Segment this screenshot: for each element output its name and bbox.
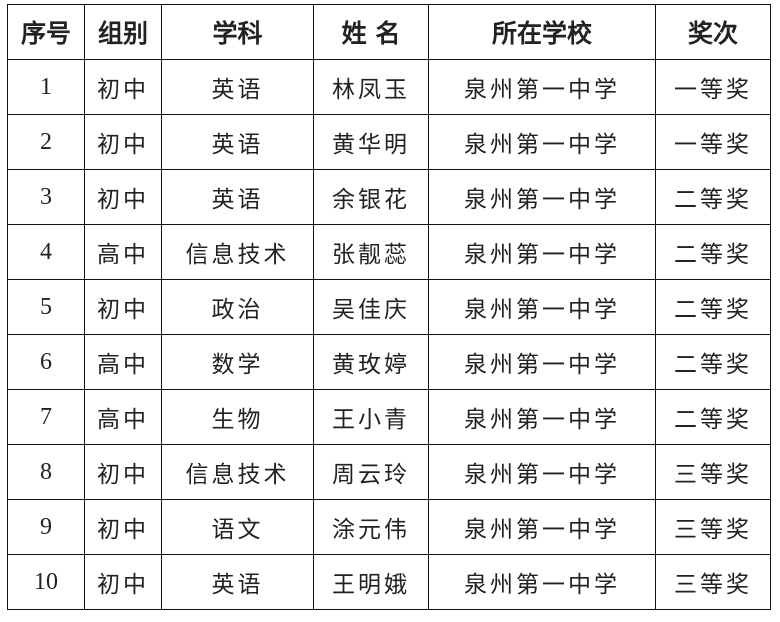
table-row: 4 高中 信息技术 张靓蕊 泉州第一中学 二等奖 xyxy=(7,224,771,280)
header-school: 所在学校 xyxy=(428,4,656,60)
cell-award: 三等奖 xyxy=(655,499,771,555)
cell-name: 王小青 xyxy=(313,389,429,445)
award-table: 序号 组别 学科 姓 名 所在学校 奖次 1 初中 英语 林凤玉 泉州第一中学 一等奖 2 初… xyxy=(7,4,771,610)
cell-subject: 生物 xyxy=(161,389,314,445)
table-row: 9 初中 语文 涂元伟 泉州第一中学 三等奖 xyxy=(7,499,771,555)
cell-group: 初中 xyxy=(84,554,162,610)
cell-group: 初中 xyxy=(84,114,162,170)
cell-school: 泉州第一中学 xyxy=(428,444,656,500)
cell-name: 王明娥 xyxy=(313,554,429,610)
cell-subject: 语文 xyxy=(161,499,314,555)
cell-award: 三等奖 xyxy=(655,554,771,610)
cell-index: 1 xyxy=(7,59,85,115)
cell-school: 泉州第一中学 xyxy=(428,169,656,225)
cell-subject: 英语 xyxy=(161,554,314,610)
cell-name: 林凤玉 xyxy=(313,59,429,115)
cell-school: 泉州第一中学 xyxy=(428,389,656,445)
table-row: 8 初中 信息技术 周云玲 泉州第一中学 三等奖 xyxy=(7,444,771,500)
cell-award: 二等奖 xyxy=(655,224,771,280)
table-row: 2 初中 英语 黄华明 泉州第一中学 一等奖 xyxy=(7,114,771,170)
cell-index: 5 xyxy=(7,279,85,335)
cell-index: 4 xyxy=(7,224,85,280)
table-row: 1 初中 英语 林凤玉 泉州第一中学 一等奖 xyxy=(7,59,771,115)
cell-award: 二等奖 xyxy=(655,279,771,335)
cell-group: 初中 xyxy=(84,59,162,115)
cell-school: 泉州第一中学 xyxy=(428,334,656,390)
cell-subject: 数学 xyxy=(161,334,314,390)
cell-award: 三等奖 xyxy=(655,444,771,500)
cell-award: 二等奖 xyxy=(655,169,771,225)
cell-group: 初中 xyxy=(84,279,162,335)
cell-subject: 信息技术 xyxy=(161,444,314,500)
cell-group: 初中 xyxy=(84,169,162,225)
cell-name: 张靓蕊 xyxy=(313,224,429,280)
cell-name: 黄玫婷 xyxy=(313,334,429,390)
cell-school: 泉州第一中学 xyxy=(428,59,656,115)
cell-index: 3 xyxy=(7,169,85,225)
cell-group: 高中 xyxy=(84,389,162,445)
header-subject: 学科 xyxy=(161,4,314,60)
cell-school: 泉州第一中学 xyxy=(428,224,656,280)
header-name: 姓 名 xyxy=(313,4,429,60)
header-group: 组别 xyxy=(84,4,162,60)
cell-school: 泉州第一中学 xyxy=(428,554,656,610)
cell-school: 泉州第一中学 xyxy=(428,114,656,170)
header-row: 序号 组别 学科 姓 名 所在学校 奖次 xyxy=(7,4,771,60)
cell-subject: 信息技术 xyxy=(161,224,314,280)
cell-subject: 英语 xyxy=(161,169,314,225)
cell-school: 泉州第一中学 xyxy=(428,499,656,555)
cell-group: 初中 xyxy=(84,444,162,500)
table-row: 7 高中 生物 王小青 泉州第一中学 二等奖 xyxy=(7,389,771,445)
cell-group: 初中 xyxy=(84,499,162,555)
cell-index: 6 xyxy=(7,334,85,390)
cell-award: 二等奖 xyxy=(655,334,771,390)
table-row: 5 初中 政治 吴佳庆 泉州第一中学 二等奖 xyxy=(7,279,771,335)
cell-name: 黄华明 xyxy=(313,114,429,170)
cell-name: 余银花 xyxy=(313,169,429,225)
cell-subject: 政治 xyxy=(161,279,314,335)
cell-index: 9 xyxy=(7,499,85,555)
cell-award: 一等奖 xyxy=(655,114,771,170)
table-row: 3 初中 英语 余银花 泉州第一中学 二等奖 xyxy=(7,169,771,225)
cell-subject: 英语 xyxy=(161,114,314,170)
cell-group: 高中 xyxy=(84,334,162,390)
cell-name: 涂元伟 xyxy=(313,499,429,555)
cell-index: 2 xyxy=(7,114,85,170)
cell-name: 吴佳庆 xyxy=(313,279,429,335)
cell-award: 二等奖 xyxy=(655,389,771,445)
cell-name: 周云玲 xyxy=(313,444,429,500)
header-index: 序号 xyxy=(7,4,85,60)
table-row: 10 初中 英语 王明娥 泉州第一中学 三等奖 xyxy=(7,554,771,610)
cell-group: 高中 xyxy=(84,224,162,280)
cell-index: 7 xyxy=(7,389,85,445)
cell-subject: 英语 xyxy=(161,59,314,115)
cell-index: 8 xyxy=(7,444,85,500)
table-row: 6 高中 数学 黄玫婷 泉州第一中学 二等奖 xyxy=(7,334,771,390)
cell-index: 10 xyxy=(7,554,85,610)
cell-school: 泉州第一中学 xyxy=(428,279,656,335)
cell-award: 一等奖 xyxy=(655,59,771,115)
header-award: 奖次 xyxy=(655,4,771,60)
